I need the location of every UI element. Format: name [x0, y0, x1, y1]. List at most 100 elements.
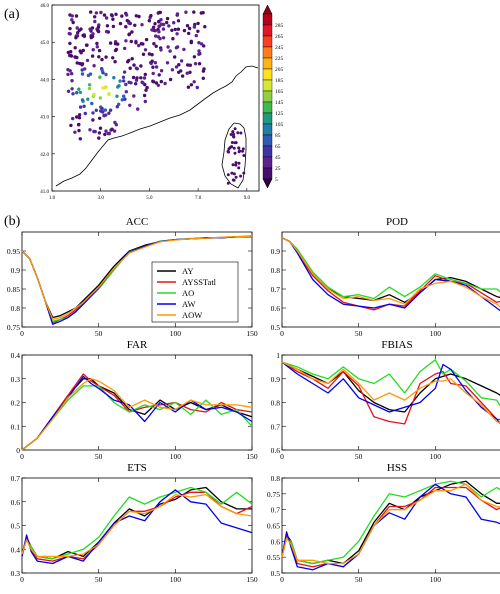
- station-dot: [167, 24, 171, 28]
- colorbar-label: 145: [275, 100, 284, 106]
- station-dot: [127, 21, 131, 25]
- station-dot: [81, 48, 86, 53]
- station-dot: [176, 19, 181, 23]
- station-dot: [93, 15, 97, 19]
- series-line-aw: [281, 483, 500, 571]
- y-tick-label: 0.9: [271, 375, 281, 384]
- station-dot: [197, 62, 202, 66]
- station-dot: [128, 103, 132, 108]
- plot-frame: [21, 354, 253, 451]
- station-dot: [159, 48, 163, 52]
- y-tick-label: 0.95: [7, 247, 20, 256]
- x-tick-label: 50: [95, 329, 103, 338]
- station-dot: [118, 79, 122, 83]
- station-dot: [182, 47, 186, 52]
- station-dot: [81, 99, 85, 104]
- station-dot: [104, 55, 108, 59]
- plot-frame: [281, 477, 500, 574]
- station-dot: [232, 178, 236, 182]
- chart-title: FBIAS: [381, 339, 412, 351]
- legend-label: AYSSTatl: [182, 277, 217, 287]
- station-dot: [102, 13, 107, 17]
- y-tick-label: 0.6: [11, 498, 21, 507]
- station-dot: [232, 132, 236, 136]
- station-dot: [85, 58, 90, 63]
- y-tick-label: 0.1: [11, 422, 21, 431]
- station-dot: [77, 128, 81, 133]
- colorbar: 285 265 245 225 205 185 165 145 125 105 85 65 45 25 5: [262, 4, 284, 189]
- station-dot: [95, 45, 100, 49]
- station-dot: [107, 111, 111, 115]
- station-dot: [80, 72, 85, 76]
- map-coastline: [55, 65, 259, 187]
- y-tick-label: 0.4: [11, 351, 21, 360]
- station-dot: [141, 81, 145, 85]
- station-dot: [68, 69, 72, 73]
- station-dot: [172, 21, 176, 25]
- station-dot: [118, 21, 123, 26]
- station-dot: [156, 83, 160, 88]
- station-dot: [73, 46, 77, 50]
- station-dot: [159, 79, 163, 84]
- y-tick-label: 0.65: [267, 522, 280, 531]
- colorbar-label: 225: [275, 56, 284, 62]
- station-dot: [93, 19, 97, 24]
- station-dot: [153, 61, 158, 65]
- station-dot: [74, 36, 78, 40]
- station-dot: [111, 56, 115, 60]
- station-dot: [73, 130, 77, 134]
- station-dot: [81, 33, 85, 38]
- station-dot: [147, 52, 152, 56]
- station-dot: [75, 91, 79, 95]
- station-dot: [66, 50, 71, 55]
- station-dot: [114, 12, 118, 16]
- station-dot: [79, 51, 83, 55]
- chart-far: FAR 0 0.1 0.2 0.3 0.4 0 50 100 150: [11, 339, 258, 461]
- colorbar-segment: [262, 123, 273, 136]
- colorbar-label: 85: [275, 133, 281, 139]
- station-dot: [161, 36, 166, 40]
- station-dot: [87, 86, 92, 91]
- series-line-aw: [281, 361, 500, 425]
- station-dot: [76, 31, 80, 35]
- station-dot: [187, 31, 191, 36]
- x-tick-label: 50: [355, 575, 363, 584]
- x-tick-label: 100: [170, 329, 182, 338]
- station-dot: [80, 68, 84, 72]
- station-dot: [95, 41, 99, 46]
- station-dot: [158, 36, 162, 41]
- station-dot: [228, 146, 232, 150]
- station-map: 46.0 45.0 44.0 43.0 42.0 41.01.0 3.0 5.0 7.0 9.0: [40, 4, 260, 201]
- station-dot: [98, 126, 103, 130]
- station-dot: [150, 28, 154, 32]
- station-dot: [242, 171, 246, 175]
- chart-title: HSS: [387, 462, 407, 474]
- station-dot: [123, 46, 127, 51]
- station-dot: [237, 166, 241, 170]
- station-dot: [179, 59, 184, 63]
- station-dot: [75, 61, 79, 65]
- y-tick-label: 0.3: [11, 569, 21, 578]
- station-dot: [234, 175, 238, 179]
- station-dot: [143, 48, 148, 52]
- station-dot: [66, 89, 71, 94]
- station-dot: [92, 63, 96, 68]
- map-y-tick-label: 43.0: [40, 116, 49, 121]
- station-dot: [192, 25, 197, 29]
- map-frame: [51, 4, 260, 192]
- station-dot: [242, 154, 246, 157]
- station-dot: [173, 55, 177, 59]
- series-line-aow: [281, 361, 500, 424]
- station-dot: [94, 11, 99, 15]
- station-dot: [97, 48, 102, 53]
- station-dot: [123, 97, 127, 101]
- station-dot: [86, 73, 91, 78]
- map-x-tick-label: 7.0: [195, 196, 202, 201]
- series-line-aow: [281, 483, 500, 565]
- station-dot: [196, 21, 200, 26]
- station-dot: [99, 10, 103, 15]
- station-dot: [197, 52, 201, 56]
- colorbar-segment: [262, 24, 273, 37]
